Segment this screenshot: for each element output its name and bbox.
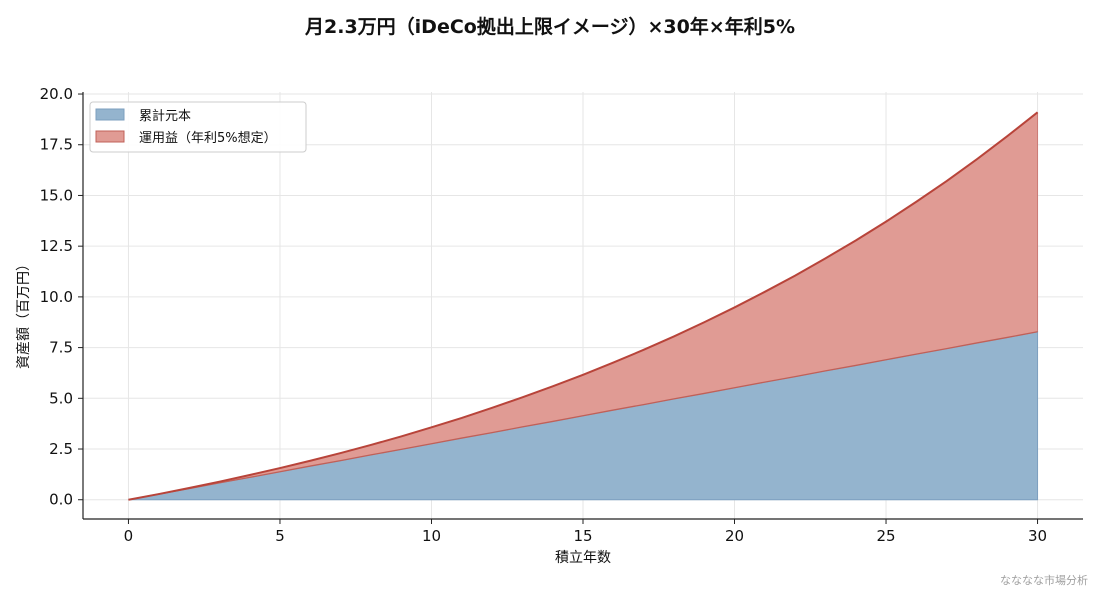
- area-layer: [128, 111, 1039, 501]
- y-tick-label: 15.0: [40, 186, 73, 204]
- legend-swatch-principal: [95, 108, 125, 121]
- watermark: なななな市場分析: [1000, 574, 1088, 587]
- y-tick-label: 7.5: [49, 339, 73, 357]
- x-tick-label: 15: [573, 527, 592, 545]
- legend-label-principal: 累計元本: [139, 108, 191, 124]
- legend-frame: [89, 101, 307, 153]
- legend-label-gain: 運用益（年利5%想定）: [139, 130, 277, 146]
- axes-layer: 0 5 10 15 20 25 30 0.0 2.5 5.0 7.5 10.0 12.5 15.0 17.5…: [40, 85, 1083, 545]
- legend-swatch-gain: [95, 130, 125, 143]
- x-tick-label: 30: [1028, 527, 1047, 545]
- x-tick-label: 25: [876, 527, 895, 545]
- area-gain: [128, 112, 1038, 500]
- x-tick-label: 0: [124, 527, 134, 545]
- x-axis-label: 積立年数: [555, 550, 611, 566]
- y-tick-label: 2.5: [49, 440, 73, 458]
- principal-top-line: [128, 331, 1038, 501]
- y-tick-label: 20.0: [40, 85, 73, 103]
- y-tick-label: 5.0: [49, 389, 73, 407]
- y-tick-label: 17.5: [40, 136, 73, 154]
- chart-title: 月2.3万円（iDeCo拠出上限イメージ）×30年×年利5%: [305, 16, 795, 38]
- x-tick-label: 5: [275, 527, 285, 545]
- x-tick-label: 10: [422, 527, 441, 545]
- legend: 累計元本 運用益（年利5%想定）: [89, 101, 307, 153]
- x-tick-label: 20: [725, 527, 744, 545]
- y-axis-label: 資産額（百万円）: [16, 257, 32, 369]
- y-tick-label: 12.5: [40, 237, 73, 255]
- y-tick-label: 0.0: [49, 491, 73, 509]
- y-tick-label: 10.0: [40, 288, 73, 306]
- total-line: [128, 111, 1039, 501]
